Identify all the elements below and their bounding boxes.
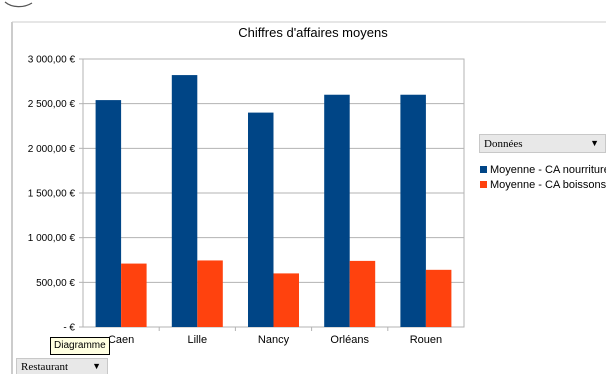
chart-title: Chiffres d'affaires moyens	[238, 25, 388, 40]
bar-drinks-2[interactable]	[273, 273, 300, 327]
y-tick-label: 2 500,00 €	[28, 99, 76, 110]
x-tick-label: Orléans	[330, 334, 369, 346]
bar-drinks-4[interactable]	[425, 269, 452, 327]
legend-swatch-drinks	[480, 181, 487, 188]
bar-drinks-1[interactable]	[197, 260, 223, 327]
y-tick-label: 3 000,00 €	[28, 55, 76, 66]
y-tick-label: 1 000,00 €	[28, 233, 76, 244]
legend-swatch-food	[480, 166, 487, 173]
y-tick-label: 1 500,00 €	[28, 189, 76, 200]
x-tick-label: Nancy	[258, 334, 290, 346]
row-field-label: Restaurant	[21, 360, 69, 373]
bar-food-4[interactable]	[400, 94, 426, 327]
bar-food-3[interactable]	[324, 94, 350, 327]
x-tick-label: Caen	[108, 334, 134, 346]
row-field-button[interactable]: Restaurant ▼	[16, 358, 108, 374]
bar-food-2[interactable]	[248, 112, 274, 327]
tooltip: Diagramme	[50, 337, 110, 355]
bar-food-1[interactable]	[171, 75, 198, 327]
y-axis-ticks: - € 500,00 € 1 000,00 € 1 500,00 € 2 000,00 …	[28, 55, 83, 334]
data-field-label: Données	[484, 137, 523, 150]
bar-food-0[interactable]	[95, 100, 122, 328]
top-edge-artifact	[4, 1, 33, 8]
bars	[95, 75, 452, 328]
legend-label-drinks: Moyenne - CA boissons	[490, 179, 606, 191]
x-axis-ticks: Caen Lille Nancy Orléans Rouen	[108, 327, 442, 346]
legend-label-food: Moyenne - CA nourriture	[490, 164, 606, 176]
x-tick-label: Rouen	[410, 334, 442, 346]
legend: Moyenne - CA nourriture Moyenne - CA boi…	[480, 164, 606, 191]
y-tick-label: 500,00 €	[36, 278, 75, 289]
bar-drinks-3[interactable]	[349, 260, 376, 327]
data-field-button[interactable]: Données ▼	[479, 134, 606, 153]
bar-drinks-0[interactable]	[121, 263, 147, 327]
y-tick-label: - €	[63, 323, 75, 334]
dropdown-arrow-icon: ▼	[590, 138, 599, 148]
y-tick-label: 2 000,00 €	[28, 144, 76, 155]
dropdown-arrow-icon: ▼	[92, 361, 101, 371]
x-tick-label: Lille	[188, 334, 208, 346]
